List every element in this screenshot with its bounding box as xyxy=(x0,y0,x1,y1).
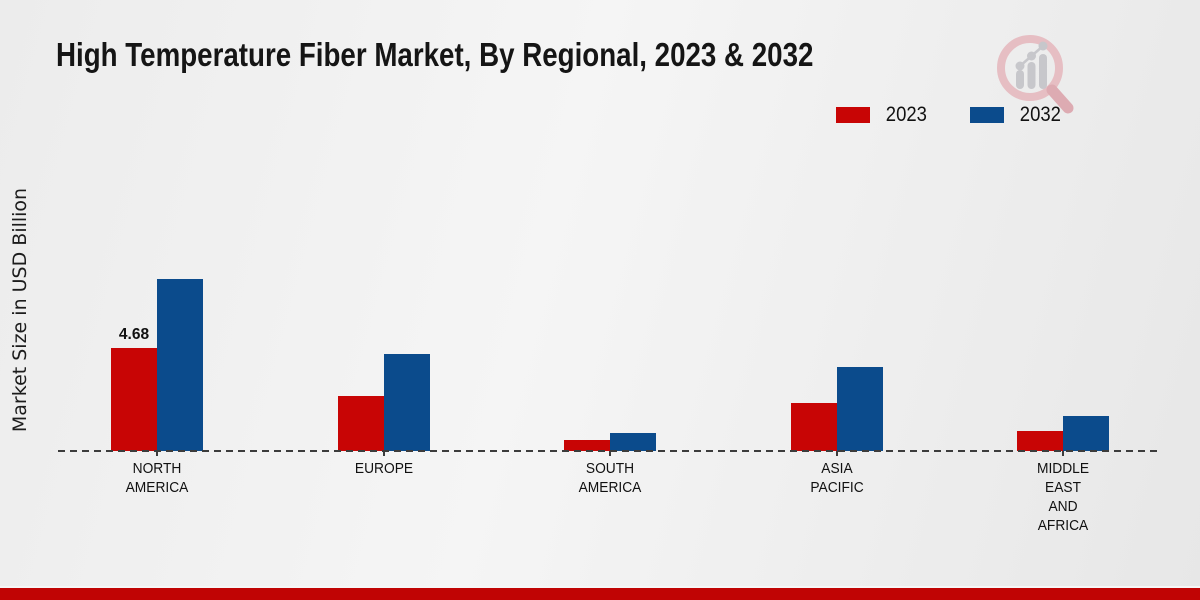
bar-2032-5 xyxy=(1063,415,1109,451)
x-axis-tick xyxy=(382,451,385,456)
category-label: NORTH AMERICA xyxy=(125,461,189,496)
x-axis-tick xyxy=(156,451,158,456)
bar-2023-1 xyxy=(111,348,157,451)
bar-2023-4 xyxy=(790,402,837,451)
bar-2032-1 xyxy=(157,279,203,451)
magnifier-bar-chart-logo-icon xyxy=(997,35,1074,114)
bar-value-label: 4.68 xyxy=(118,326,150,344)
category-label: SOUTH AMERICA xyxy=(578,461,642,496)
bar-2023-2 xyxy=(337,396,384,451)
magnifier-handle xyxy=(1046,84,1074,114)
legend-label: 2023 xyxy=(885,103,927,126)
bar-2032-4 xyxy=(836,367,883,451)
magnifier-ring xyxy=(997,35,1063,101)
x-axis-tick xyxy=(609,451,611,456)
legend-label: 2032 xyxy=(1019,103,1061,126)
legend-swatch-2032 xyxy=(969,107,1004,123)
bar-2032-2 xyxy=(383,354,430,451)
legend-swatch-2023 xyxy=(836,107,870,123)
x-axis-tick xyxy=(835,451,838,456)
x-axis-tick xyxy=(1062,451,1064,456)
legend: 2023 2032 xyxy=(836,103,1063,127)
bar-2032-3 xyxy=(610,433,656,451)
bar-2023-5 xyxy=(1017,431,1063,451)
category-label: ASIA PACIFIC xyxy=(809,461,864,496)
category-label: EUROPE xyxy=(354,461,413,477)
legend-item-2032: 2032 xyxy=(969,103,1064,127)
category-label: MIDDLE EAST AND AFRICA xyxy=(1036,461,1090,534)
bar-2023-3 xyxy=(564,440,610,451)
legend-item-2023: 2023 xyxy=(836,103,930,127)
chart-title: High Temperature Fiber Market, By Region… xyxy=(56,36,814,73)
footer-red-band xyxy=(0,586,1200,600)
